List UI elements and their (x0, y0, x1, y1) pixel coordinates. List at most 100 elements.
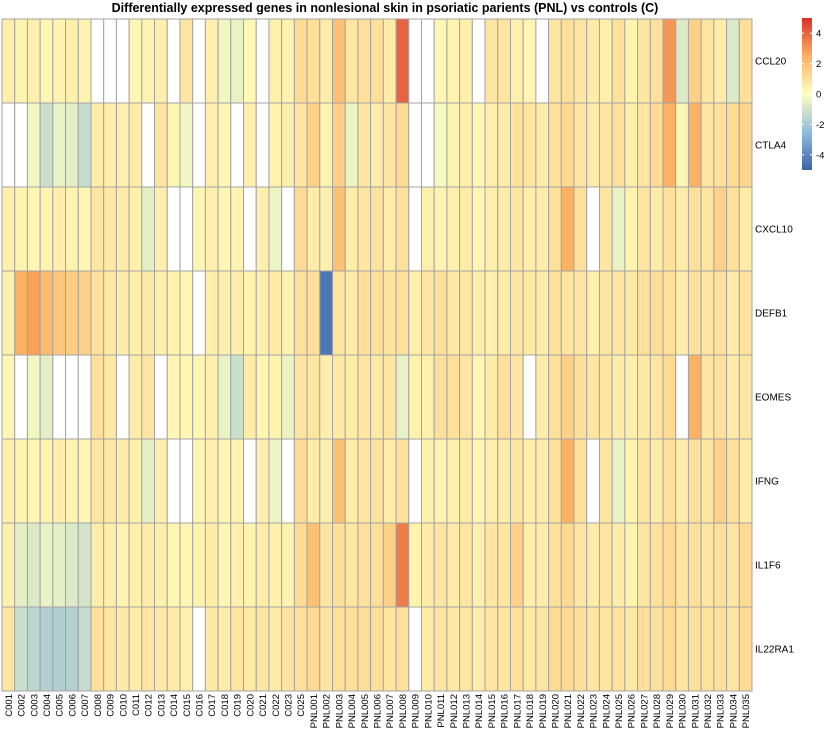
heatmap-cell (484, 438, 499, 524)
heatmap-cell (624, 102, 639, 188)
heatmap-cell (738, 354, 753, 440)
heatmap-cell (433, 522, 448, 608)
heatmap-cell (115, 270, 130, 356)
heatmap-cell (624, 270, 639, 356)
heatmap-cell (141, 522, 156, 608)
heatmap-cell (382, 186, 397, 272)
heatmap-cell (700, 606, 715, 692)
heatmap-cell (268, 522, 283, 608)
heatmap-cell (115, 186, 130, 272)
heatmap-cell (39, 102, 54, 188)
heatmap-cell (115, 522, 130, 608)
heatmap-cell (509, 102, 524, 188)
column-label: PNL007 (385, 694, 396, 728)
heatmap-cell (344, 438, 359, 524)
column-label: PNL014 (474, 694, 485, 728)
heatmap-cell (1, 522, 16, 608)
heatmap-cell (637, 354, 651, 440)
row-label: IL22RA1 (755, 645, 794, 656)
column-label: C022 (271, 694, 282, 717)
heatmap-cell (332, 606, 346, 692)
heatmap-cell (204, 522, 219, 608)
heatmap-cell (687, 102, 702, 188)
heatmap-cell (535, 606, 550, 692)
heatmap-cell (357, 186, 372, 272)
heatmap-cell (560, 270, 575, 356)
heatmap-cell (395, 18, 410, 104)
column-label: PNL009 (411, 694, 422, 728)
heatmap-cell (319, 102, 334, 188)
heatmap-cell (39, 18, 54, 104)
row-label: IFNG (755, 477, 779, 488)
heatmap-cell (535, 522, 550, 608)
heatmap-cell (141, 102, 156, 188)
heatmap-cell (128, 438, 143, 524)
heatmap-cell (522, 102, 537, 188)
heatmap-cell (598, 438, 613, 524)
heatmap-cell (611, 438, 626, 524)
heatmap-cell (522, 354, 537, 440)
heatmap-cell (115, 354, 130, 440)
heatmap-cell (52, 18, 67, 104)
heatmap-cell (649, 102, 664, 188)
heatmap-cell (192, 102, 206, 188)
heatmap-cell (649, 438, 664, 524)
heatmap-cell (293, 102, 308, 188)
heatmap-cell (90, 186, 105, 272)
heatmap-cell (624, 186, 639, 272)
heatmap-cell (420, 522, 435, 608)
heatmap-cell (179, 270, 194, 356)
heatmap-cell (713, 18, 728, 104)
heatmap-cell (77, 438, 92, 524)
heatmap-cell (624, 438, 639, 524)
row-label: DEFB1 (755, 309, 788, 320)
heatmap-cell (611, 18, 626, 104)
heatmap-cell (726, 606, 740, 692)
heatmap-cell (217, 606, 232, 692)
heatmap-cell (420, 186, 435, 272)
heatmap-cell (573, 18, 588, 104)
row-label: CXCL10 (755, 225, 793, 236)
heatmap-cell (217, 186, 232, 272)
heatmap-cell (738, 438, 753, 524)
heatmap-cell (179, 522, 194, 608)
heatmap-cell (446, 18, 461, 104)
heatmap-cell (154, 606, 168, 692)
heatmap-cell (204, 270, 219, 356)
heatmap-cell (713, 102, 728, 188)
heatmap-cell (726, 18, 740, 104)
heatmap-cell (624, 354, 639, 440)
heatmap-cell (1, 270, 16, 356)
heatmap-cell (344, 522, 359, 608)
heatmap-cell (1, 354, 16, 440)
heatmap-cell (39, 270, 54, 356)
heatmap-cell (128, 606, 143, 692)
heatmap-cell (14, 102, 28, 188)
column-label: PNL016 (500, 694, 511, 728)
column-label: PNL022 (576, 694, 587, 728)
heatmap-cell (141, 186, 156, 272)
heatmap-cell (687, 438, 702, 524)
heatmap-cell (90, 354, 105, 440)
heatmap-cell (700, 102, 715, 188)
heatmap-cell (726, 438, 740, 524)
heatmap-cell (420, 18, 435, 104)
heatmap-cell (281, 522, 295, 608)
heatmap-cell (243, 186, 257, 272)
column-label: C008 (93, 694, 104, 717)
heatmap-cell (662, 438, 677, 524)
heatmap-cell (573, 522, 588, 608)
column-label: PNL033 (716, 694, 727, 728)
heatmap-cell (103, 270, 117, 356)
heatmap-cell (166, 186, 181, 272)
heatmap-cell (560, 522, 575, 608)
heatmap-cell (115, 102, 130, 188)
row-labels: CCL20 CTLA4 CXCL10 DEFB1 EOMES IFNG IL1F6 IL22R… (755, 57, 794, 656)
heatmap-cell (166, 102, 181, 188)
heatmap-cell (357, 102, 372, 188)
heatmap-cell (52, 102, 67, 188)
heatmap-cell (281, 186, 295, 272)
heatmap-cell (179, 186, 194, 272)
heatmap-cell (649, 186, 664, 272)
heatmap-cell (713, 438, 728, 524)
